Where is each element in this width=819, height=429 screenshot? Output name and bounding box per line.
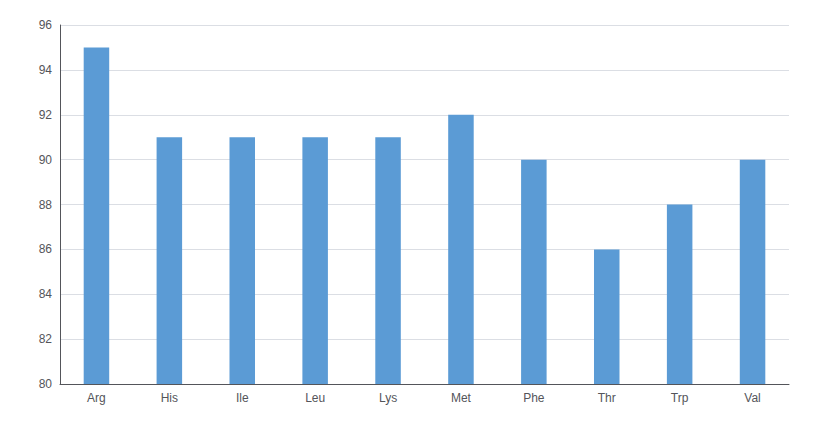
svg-text:90: 90 bbox=[39, 153, 53, 167]
svg-text:His: His bbox=[161, 391, 178, 405]
svg-text:Phe: Phe bbox=[523, 391, 545, 405]
svg-text:Arg: Arg bbox=[87, 391, 106, 405]
svg-text:96: 96 bbox=[39, 18, 53, 32]
svg-text:92: 92 bbox=[39, 108, 53, 122]
svg-text:Thr: Thr bbox=[598, 391, 616, 405]
svg-text:Met: Met bbox=[451, 391, 472, 405]
svg-text:94: 94 bbox=[39, 63, 53, 77]
svg-text:82: 82 bbox=[39, 332, 53, 346]
svg-text:Val: Val bbox=[744, 391, 760, 405]
svg-text:80: 80 bbox=[39, 377, 53, 391]
svg-text:Lys: Lys bbox=[379, 391, 397, 405]
svg-text:88: 88 bbox=[39, 198, 53, 212]
svg-text:Ile: Ile bbox=[236, 391, 249, 405]
svg-text:86: 86 bbox=[39, 242, 53, 256]
svg-text:Trp: Trp bbox=[671, 391, 689, 405]
svg-text:84: 84 bbox=[39, 287, 53, 301]
svg-text:Leu: Leu bbox=[305, 391, 325, 405]
